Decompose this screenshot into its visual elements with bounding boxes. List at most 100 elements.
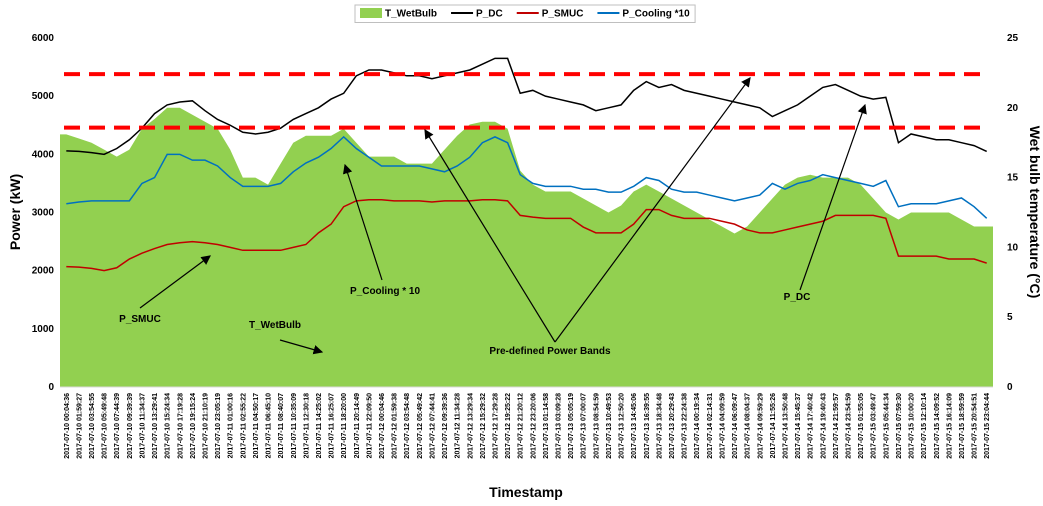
x-tick-label: 2017-07-14 08:04:37 bbox=[745, 393, 752, 459]
legend-label: P_DC bbox=[476, 9, 503, 20]
y2-tick-label: 5 bbox=[1007, 312, 1013, 323]
arrow bbox=[139, 255, 211, 309]
x-tick-label: 2017-07-13 08:54:59 bbox=[593, 393, 600, 459]
annotation: P_DC bbox=[784, 292, 811, 303]
x-tick-label: 2017-07-12 01:59:38 bbox=[392, 393, 399, 459]
x-tick-label: 2017-07-10 07:44:39 bbox=[114, 393, 121, 459]
x-tick-label: 2017-07-13 18:34:48 bbox=[656, 393, 663, 459]
line bbox=[66, 198, 987, 272]
x-tick-label: 2017-07-11 02:55:22 bbox=[240, 393, 247, 458]
y-tick-label: 3000 bbox=[32, 208, 55, 219]
x-tick-label: 2017-07-15 07:59:30 bbox=[896, 393, 903, 459]
x-tick-label: 2017-07-11 18:20:00 bbox=[341, 393, 348, 458]
x-tick-label: 2017-07-10 23:05:19 bbox=[215, 393, 222, 459]
x-tick-label: 2017-07-14 15:45:37 bbox=[795, 393, 802, 459]
x-tick-label: 2017-07-12 15:29:32 bbox=[480, 393, 487, 459]
x-tick-label: 2017-07-12 07:44:41 bbox=[429, 393, 436, 459]
y-tick-label: 0 bbox=[48, 382, 54, 393]
arrow bbox=[279, 339, 324, 355]
annotation: P_SMUC bbox=[119, 314, 161, 325]
x-tick-label: 2017-07-12 11:34:28 bbox=[455, 393, 462, 458]
legend: T_WetBulb P_DC P_SMUC P_Cooling *10 bbox=[354, 4, 696, 23]
x-tick-label: 2017-07-11 10:35:09 bbox=[291, 393, 298, 458]
x-tick-label: 2017-07-11 14:25:02 bbox=[316, 393, 323, 458]
x-tick-label: 2017-07-11 16:25:07 bbox=[329, 393, 336, 458]
x-tick-label: 2017-07-15 18:59:59 bbox=[959, 393, 966, 459]
x-tick-label: 2017-07-14 21:59:57 bbox=[833, 393, 840, 459]
x-tick-label: 2017-07-10 03:54:55 bbox=[89, 393, 96, 459]
x-tick-label: 2017-07-10 01:59:27 bbox=[76, 393, 83, 459]
x-tick-label: 2017-07-13 12:50:20 bbox=[619, 393, 626, 459]
x-tick-label: 2017-07-13 07:00:07 bbox=[581, 393, 588, 459]
x-tick-label: 2017-07-12 19:25:22 bbox=[505, 393, 512, 459]
x-axis-title: Timestamp bbox=[489, 484, 563, 500]
y2-tick-label: 10 bbox=[1007, 242, 1019, 253]
x-tick-label: 2017-07-10 00:04:36 bbox=[64, 393, 71, 459]
legend-label: P_Cooling *10 bbox=[622, 9, 690, 20]
x-tick-label: 2017-07-10 15:24:34 bbox=[165, 393, 172, 459]
x-tick-label: 2017-07-15 05:44:34 bbox=[883, 393, 890, 459]
y2-tick-label: 20 bbox=[1007, 103, 1019, 114]
x-tick-label: 2017-07-10 09:39:39 bbox=[127, 393, 134, 459]
x-tick-label: 2017-07-13 22:24:38 bbox=[682, 393, 689, 459]
y-tick-label: 5000 bbox=[32, 91, 55, 102]
y-tick-label: 1000 bbox=[32, 324, 55, 335]
x-tick-label: 2017-07-10 19:15:24 bbox=[190, 393, 197, 459]
area bbox=[60, 107, 993, 388]
x-tick-label: 2017-07-11 20:14:49 bbox=[354, 393, 361, 458]
legend-swatch bbox=[360, 8, 382, 18]
annotation: P_Cooling * 10 bbox=[350, 286, 420, 297]
x-tick-label: 2017-07-14 11:55:26 bbox=[770, 393, 777, 458]
y-tick-label: 2000 bbox=[32, 266, 55, 277]
y-tick-label: 6000 bbox=[32, 33, 55, 44]
x-tick-label: 2017-07-13 20:29:43 bbox=[669, 393, 676, 459]
arrow bbox=[799, 103, 867, 291]
x-tick-label: 2017-07-15 23:04:44 bbox=[984, 393, 991, 459]
arrow bbox=[424, 128, 556, 343]
x-tick-label: 2017-07-10 11:34:37 bbox=[139, 393, 146, 458]
x-tick-label: 2017-07-14 02:14:31 bbox=[707, 393, 714, 459]
y2-tick-label: 15 bbox=[1007, 173, 1019, 184]
y2-axis-title: Wet bulb temperature (°C) bbox=[1027, 126, 1043, 299]
x-tick-label: 2017-07-15 14:09:52 bbox=[934, 393, 941, 459]
arrow bbox=[554, 77, 751, 343]
annotation: T_WetBulb bbox=[249, 320, 301, 331]
x-tick-label: 2017-07-15 16:14:09 bbox=[946, 393, 953, 459]
x-tick-label: 2017-07-13 10:49:53 bbox=[606, 393, 613, 459]
legend-label: P_SMUC bbox=[542, 9, 584, 20]
x-tick-label: 2017-07-14 09:59:29 bbox=[757, 393, 764, 459]
x-tick-label: 2017-07-15 12:10:14 bbox=[921, 393, 928, 459]
x-tick-label: 2017-07-11 22:09:50 bbox=[366, 393, 373, 458]
x-tick-label: 2017-07-13 16:39:55 bbox=[644, 393, 651, 459]
x-tick-label: 2017-07-12 05:49:42 bbox=[417, 393, 424, 459]
x-tick-label: 2017-07-12 17:29:28 bbox=[492, 393, 499, 459]
annotations: P_SMUC T_WetBulb P_Cooling * 10 Pre-defi… bbox=[119, 77, 867, 357]
arrow bbox=[343, 163, 383, 281]
y2-tick-label: 25 bbox=[1007, 33, 1019, 44]
x-tick-label: 2017-07-14 17:40:42 bbox=[808, 393, 815, 459]
x-tick-label: 2017-07-13 01:14:58 bbox=[543, 393, 550, 459]
x-tick-label: 2017-07-11 06:45:10 bbox=[266, 393, 273, 458]
x-tick-label: 2017-07-11 08:40:07 bbox=[278, 393, 285, 458]
y2-tick-label: 0 bbox=[1007, 382, 1013, 393]
x-tick-label: 2017-07-14 13:50:48 bbox=[782, 393, 789, 459]
x-tick-label: 2017-07-11 04:50:17 bbox=[253, 393, 260, 458]
x-tick-label: 2017-07-14 23:54:59 bbox=[846, 393, 853, 459]
x-tick-label: 2017-07-15 10:00:20 bbox=[909, 393, 916, 459]
line bbox=[66, 135, 988, 219]
y-axis-title: Power (kW) bbox=[7, 174, 23, 250]
x-tick-label: 2017-07-12 03:54:48 bbox=[404, 393, 411, 459]
plot-area bbox=[60, 57, 993, 388]
x-tick-label: 2017-07-13 03:09:28 bbox=[556, 393, 563, 459]
legend-frame bbox=[354, 4, 696, 23]
x-tick-label: 2017-07-11 01:00:16 bbox=[228, 393, 235, 458]
x-tick-label: 2017-07-15 01:55:05 bbox=[858, 393, 865, 459]
annotation: Pre-defined Power Bands bbox=[489, 346, 611, 357]
x-tick-label: 2017-07-14 19:40:43 bbox=[820, 393, 827, 459]
legend-label: T_WetBulb bbox=[385, 9, 437, 20]
x-tick-label: 2017-07-14 00:19:34 bbox=[694, 393, 701, 459]
x-tick-label: 2017-07-14 06:09:47 bbox=[732, 393, 739, 459]
x-tick-label: 2017-07-11 12:30:18 bbox=[303, 393, 310, 458]
x-tick-label: 2017-07-13 05:05:19 bbox=[568, 393, 575, 459]
